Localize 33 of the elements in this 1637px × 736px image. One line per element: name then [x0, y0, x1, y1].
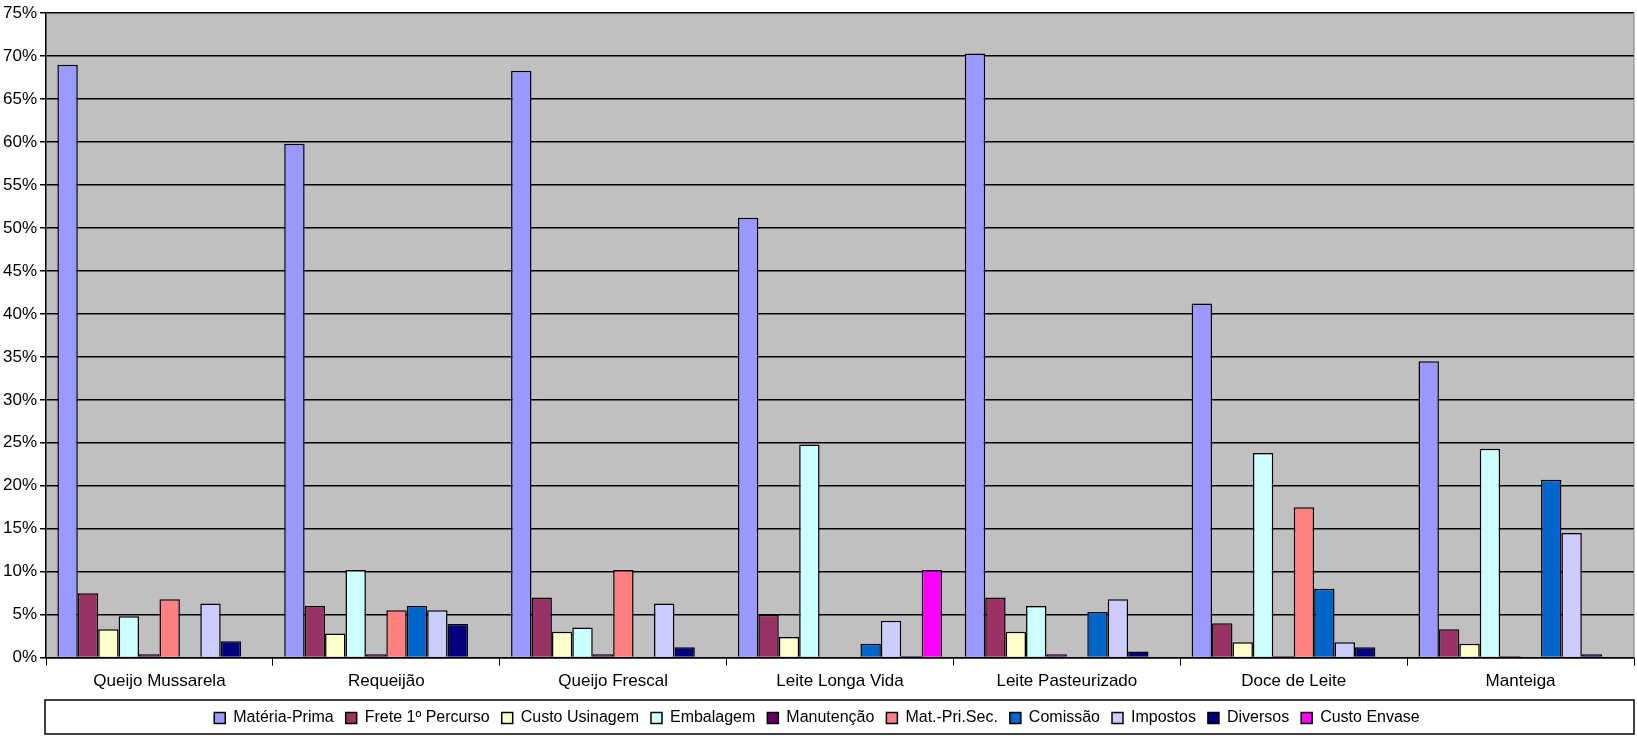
y-tick-label: 50% [2, 217, 38, 237]
x-tick-label: Queijo Mussarela [93, 671, 227, 691]
legend-label: Comissão [1028, 708, 1101, 726]
legend-label: Manutenção [786, 708, 875, 726]
y-tick-label: 20% [2, 475, 38, 495]
y-tick-label: 60% [2, 131, 38, 151]
y-tick-label: 30% [2, 389, 38, 409]
y-tick-label: 15% [2, 518, 38, 538]
legend-label: Custo Usinagem [520, 708, 639, 726]
legend-label: Frete 1º Percurso [364, 708, 490, 726]
y-tick-label: 65% [2, 88, 38, 108]
x-tick-label: Leite Longa Vida [776, 671, 905, 691]
legend-label: Mat.-Pri.Sec. [905, 708, 998, 726]
legend-label: Diversos [1226, 708, 1290, 726]
legend-label: Impostos [1131, 708, 1196, 726]
y-tick-label: 0% [12, 647, 38, 667]
y-tick-label: 25% [2, 432, 38, 452]
legend-label: Custo Envase [1320, 708, 1420, 726]
x-tick-label: Doce de Leite [1241, 671, 1347, 691]
y-tick-label: 35% [2, 346, 38, 366]
x-tick-label: Leite Pasteurizado [996, 671, 1138, 691]
y-tick-label: 10% [2, 561, 38, 581]
y-tick-label: 70% [2, 45, 38, 65]
x-tick-label: Queijo Frescal [558, 671, 668, 691]
x-tick-label: Requeijão [348, 671, 425, 691]
y-tick-label: 55% [2, 174, 38, 194]
y-tick-label: 45% [2, 260, 38, 280]
y-tick-label: 40% [2, 303, 38, 323]
legend-label: Embalagem [669, 708, 756, 726]
legend-label: Matéria-Prima [233, 708, 334, 726]
x-tick-label: Manteiga [1485, 671, 1557, 691]
y-tick-label: 75% [2, 2, 38, 22]
y-tick-label: 5% [12, 604, 38, 624]
